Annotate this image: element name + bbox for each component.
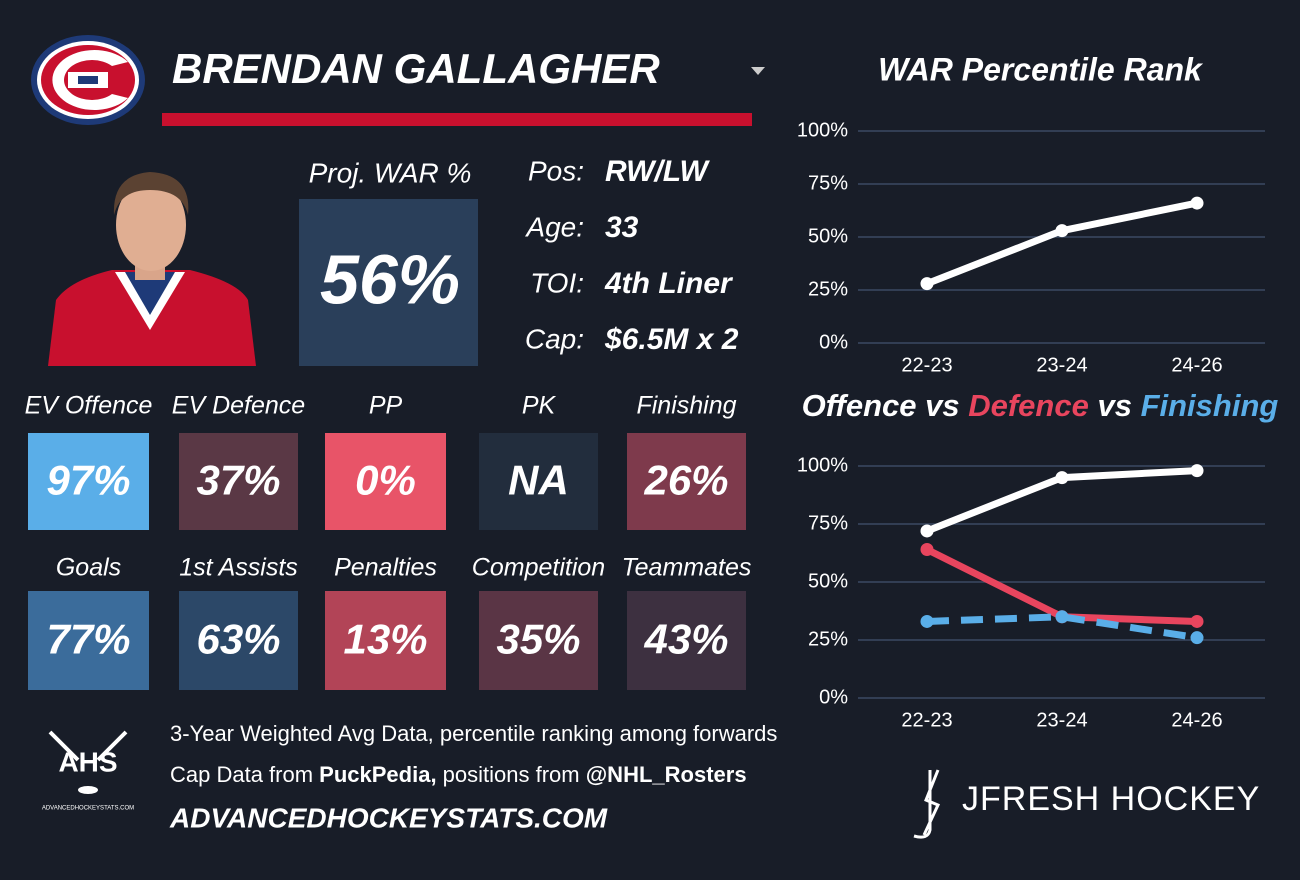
tile	[28, 433, 149, 530]
point	[1055, 224, 1069, 238]
credit-handle[interactable]: @NHL_Rosters	[586, 762, 747, 787]
ahs-logo-sub: ADVANCEDHOCKEYSTATS.COM	[42, 806, 134, 812]
tile-value: 77%	[46, 616, 130, 663]
point	[1055, 610, 1069, 624]
tile-label: EV Offence	[25, 392, 153, 420]
legend-entry: Finishing	[1141, 388, 1279, 423]
y-tick-label: 75%	[808, 512, 848, 534]
tile-label: EV Defence	[172, 392, 305, 420]
chart-title: Offence vs Defence vs Finishing	[802, 388, 1279, 423]
tile-value: 13%	[343, 616, 427, 663]
tile-label: Penalties	[334, 554, 437, 582]
jfresh-logo	[913, 769, 941, 839]
x-tick-label: 24-26	[1171, 354, 1222, 376]
tile	[325, 433, 446, 530]
point	[920, 543, 934, 557]
tile-label: Competition	[472, 554, 605, 582]
dropdown-arrow[interactable]	[751, 67, 765, 75]
y-tick-label: 50%	[808, 570, 848, 592]
y-tick-label: 100%	[797, 454, 848, 476]
point	[920, 524, 934, 538]
chart-title: WAR Percentile Rank	[878, 51, 1204, 87]
credit-source[interactable]: PuckPedia,	[319, 762, 436, 787]
info-value: 4th Liner	[604, 267, 734, 300]
tile-label: Goals	[56, 554, 121, 582]
ahs-logo: AHS ADVANCEDHOCKEYSTATS.COM	[42, 730, 134, 812]
footer-note: 3-Year Weighted Avg Data, percentile ran…	[170, 721, 777, 746]
point	[1190, 614, 1204, 628]
info-label: TOI:	[530, 267, 584, 298]
player-photo	[48, 172, 256, 366]
legend-entry: Defence	[968, 388, 1089, 423]
footer-credits: Cap Data from PuckPedia, positions from …	[170, 762, 747, 787]
tile	[179, 591, 298, 690]
title-joiner: vs	[1089, 388, 1141, 423]
x-tick-label: 24-26	[1171, 709, 1222, 731]
ahs-logo-text: AHS	[58, 746, 117, 777]
point	[920, 277, 934, 291]
tile-value: 43%	[643, 616, 728, 663]
info-value: $6.5M x 2	[604, 323, 739, 356]
tile-label: PK	[522, 392, 557, 420]
line-chart: WAR Percentile Rank 0% 25% 50% 75% 100% 22-23 2…	[797, 51, 1265, 376]
tile	[627, 433, 746, 530]
tile-value: NA	[508, 457, 569, 504]
tile-label: Teammates	[622, 554, 752, 582]
y-tick-label: 0%	[819, 331, 848, 353]
point	[920, 614, 934, 628]
y-tick-label: 75%	[808, 172, 848, 194]
x-tick-label: 22-23	[901, 709, 952, 731]
team-logo	[31, 35, 145, 125]
info-label: Age:	[524, 211, 584, 242]
proj-box	[299, 199, 478, 366]
tile	[28, 591, 149, 690]
x-tick-label: 23-24	[1036, 709, 1087, 731]
tile	[179, 433, 298, 530]
tile-grid: EV Offence 97% EV Defence 37% PP 0% PK NA Finish…	[25, 392, 752, 690]
legend-entry: Offence	[802, 388, 917, 423]
tile-value: 37%	[196, 457, 280, 504]
point	[1055, 471, 1069, 485]
y-tick-label: 25%	[808, 628, 848, 650]
point	[1190, 464, 1204, 478]
credit-text: Cap Data from	[170, 762, 319, 787]
x-tick-label: 22-23	[901, 354, 952, 376]
y-tick-label: 0%	[819, 686, 848, 708]
info-value: 33	[605, 211, 639, 244]
info-value: RW/LW	[605, 155, 710, 188]
tile-label: 1st Assists	[179, 554, 298, 582]
tile-label: PP	[369, 392, 403, 420]
proj-value: 56%	[320, 240, 460, 318]
info-list: Pos: RW/LW Age: 33 TOI: 4th Liner Cap: $6.5M x …	[524, 155, 738, 356]
info-label: Cap:	[525, 323, 584, 354]
tile	[479, 433, 598, 530]
y-tick-label: 100%	[797, 119, 848, 141]
tile-value: 26%	[643, 457, 728, 504]
tile	[325, 591, 446, 690]
series-line	[926, 613, 1198, 642]
tile-label: Finishing	[636, 392, 736, 420]
tile	[479, 591, 598, 690]
title-joiner: vs	[917, 388, 969, 423]
brand: JFRESH HOCKEY	[962, 780, 1260, 818]
info-label: Pos:	[528, 155, 584, 186]
credit-text: positions from	[437, 762, 586, 787]
player-name: BRENDAN GALLAGHER	[172, 45, 660, 92]
site-link[interactable]: ADVANCEDHOCKEYSTATS.COM	[169, 802, 608, 833]
tile-value: 63%	[196, 616, 280, 663]
y-tick-label: 25%	[808, 278, 848, 300]
point	[1190, 196, 1204, 210]
tile-value: 97%	[46, 457, 130, 504]
tile-value: 35%	[496, 616, 580, 663]
point	[1190, 631, 1204, 645]
proj-label: Proj. WAR %	[309, 157, 472, 188]
tile	[627, 591, 746, 690]
name-underline	[162, 113, 752, 126]
tile-value: 0%	[355, 457, 416, 504]
line-chart: Offence vs Defence vs Finishing 0% 25% 50% 7…	[797, 388, 1279, 731]
x-tick-label: 23-24	[1036, 354, 1087, 376]
y-tick-label: 50%	[808, 225, 848, 247]
